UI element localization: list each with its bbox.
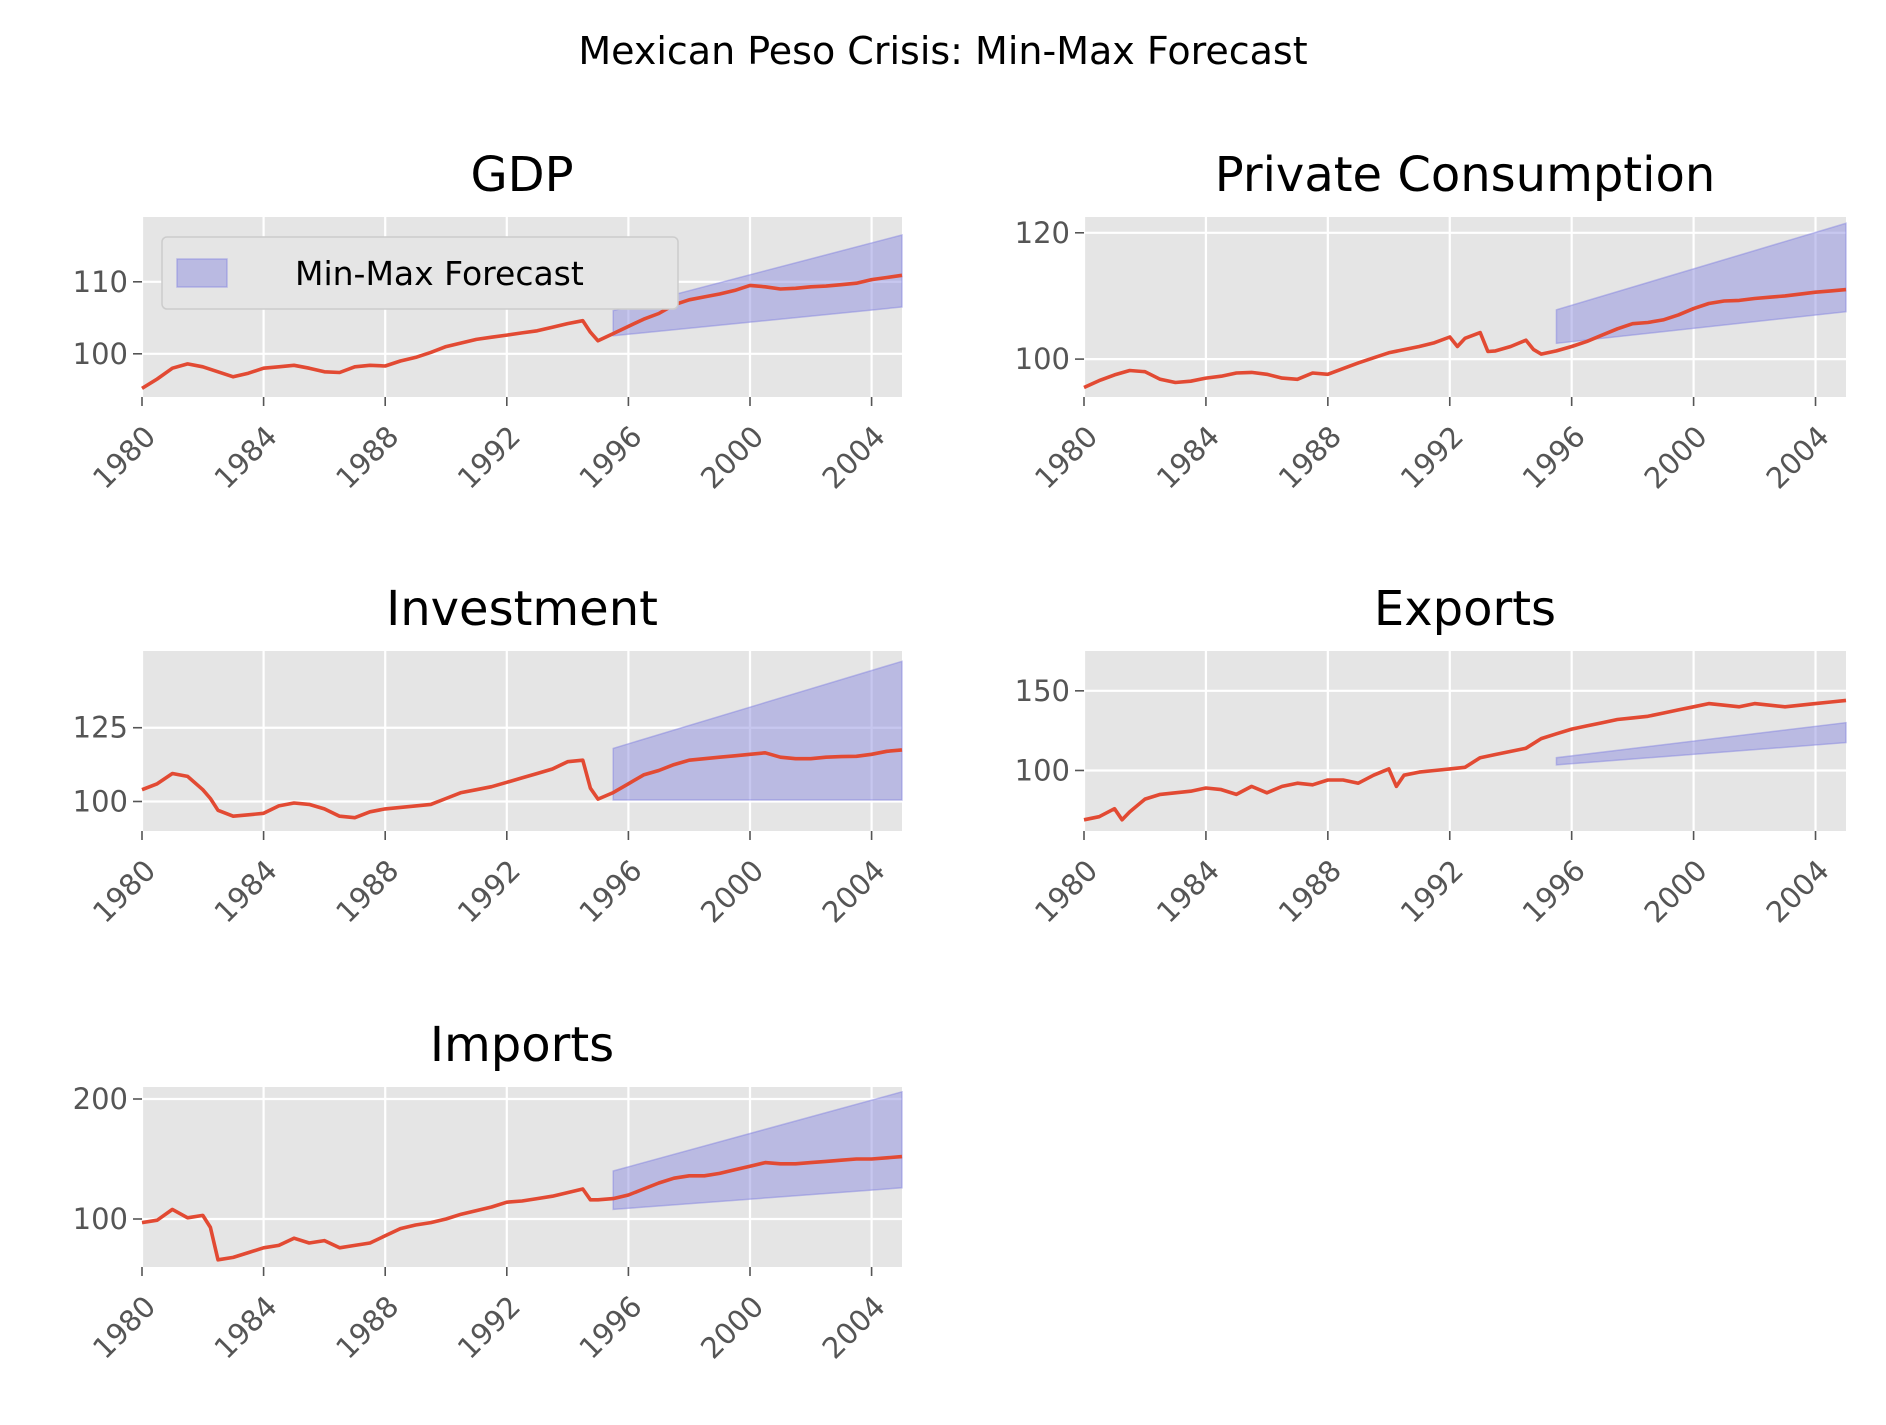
- series-line-imports: [141, 1154, 903, 1262]
- y-tick-label: 200: [73, 1082, 128, 1116]
- legend-label: Min-Max Forecast: [295, 254, 584, 293]
- x-tick-label: 1980: [86, 1289, 162, 1365]
- x-tick-label: 2004: [816, 853, 892, 929]
- panel-title: Investment: [386, 581, 658, 637]
- series-line-private-consumption: [1083, 287, 1847, 390]
- x-tick-label: 1984: [1150, 853, 1226, 929]
- x-tick-label: 1992: [451, 853, 527, 929]
- y-tick-label: 120: [1015, 216, 1070, 250]
- series-line-investment: [141, 748, 903, 820]
- series-line-exports: [1083, 698, 1847, 822]
- panel-title: Private Consumption: [1215, 147, 1716, 203]
- panel-imports: 1980 1984 1988 1992 1996 2000 2004 100 200 Import…: [73, 1017, 903, 1365]
- x-tick-label: 2000: [694, 419, 770, 495]
- panel-exports: 1980 1984 1988 1992 1996 2000 2004 100 150 Export…: [1015, 581, 1847, 929]
- x-tick-label: 1980: [1028, 419, 1104, 495]
- y-tick-label: 100: [1015, 753, 1070, 787]
- y-tick-label: 100: [73, 1202, 128, 1236]
- x-tick-label: 2000: [694, 853, 770, 929]
- x-tick-label: 1980: [86, 419, 162, 495]
- x-tick-label: 1984: [208, 1289, 284, 1365]
- x-tick-label: 2000: [694, 1289, 770, 1365]
- y-tick-label: 100: [1015, 342, 1070, 376]
- x-tick-label: 1984: [208, 853, 284, 929]
- panel-gdp: 1980 1984 1988 1992 1996 2000 2004 100 110 GDP Min…: [73, 147, 903, 495]
- x-tick-label: 1980: [86, 853, 162, 929]
- x-tick-label: 1992: [1394, 419, 1470, 495]
- x-tick-label: 2004: [816, 1289, 892, 1365]
- x-tick-label: 1980: [1028, 853, 1104, 929]
- x-tick-label: 2004: [816, 419, 892, 495]
- x-tick-label: 1988: [1272, 419, 1348, 495]
- legend-frame: [161, 236, 679, 310]
- x-tick-label: 1988: [1272, 853, 1348, 929]
- x-tick-label: 1988: [329, 1289, 405, 1365]
- y-tick-label: 110: [73, 265, 128, 299]
- panel-investment: 1980 1984 1988 1992 1996 2000 2004 100 125 Invest…: [73, 581, 903, 929]
- y-tick-label: 125: [73, 711, 128, 745]
- x-tick-label: 1984: [208, 419, 284, 495]
- y-tick-label: 100: [73, 784, 128, 818]
- figure-suptitle: Mexican Peso Crisis: Min-Max Forecast: [578, 29, 1307, 73]
- x-tick-label: 1988: [329, 419, 405, 495]
- x-tick-label: 2000: [1638, 853, 1714, 929]
- x-tick-label: 1992: [451, 1289, 527, 1365]
- x-tick-label: 1988: [329, 853, 405, 929]
- x-tick-label: 1996: [572, 1289, 648, 1365]
- min-max-forecast-band: [612, 1090, 903, 1211]
- panel-private-consumption: 1980 1984 1988 1992 1996 2000 2004 100 120 Privat…: [1015, 147, 1847, 495]
- x-tick-label: 1996: [572, 853, 648, 929]
- y-tick-label: 100: [73, 337, 128, 371]
- x-tick-label: 1984: [1150, 419, 1226, 495]
- x-tick-label: 1996: [1516, 853, 1592, 929]
- x-tick-label: 1996: [572, 419, 648, 495]
- x-tick-label: 1992: [1394, 853, 1470, 929]
- x-tick-label: 1992: [451, 419, 527, 495]
- x-tick-label: 2004: [1760, 419, 1836, 495]
- min-max-forecast-band: [1555, 721, 1847, 766]
- panel-title: Exports: [1374, 581, 1556, 637]
- series-line-gdp: [141, 273, 903, 390]
- min-max-forecast-band: [1555, 222, 1847, 345]
- x-tick-label: 2004: [1760, 853, 1836, 929]
- min-max-forecast-band: [612, 660, 903, 801]
- x-tick-label: 2000: [1638, 419, 1714, 495]
- panel-title: GDP: [470, 147, 573, 203]
- legend-swatch: [176, 258, 228, 288]
- legend: Min-Max Forecast: [161, 236, 679, 310]
- x-tick-label: 1996: [1516, 419, 1592, 495]
- panel-title: Imports: [430, 1017, 614, 1073]
- y-tick-label: 150: [1015, 674, 1070, 708]
